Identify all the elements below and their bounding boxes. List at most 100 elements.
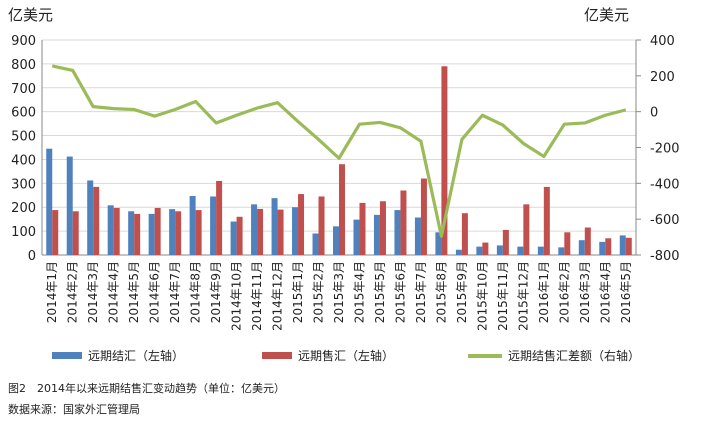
bar-forward-sales: [52, 210, 59, 255]
bar-forward-sales: [216, 180, 223, 255]
data-source: 数据来源：国家外汇管理局: [8, 403, 140, 416]
bar-forward-settlement: [414, 217, 421, 255]
bar-forward-sales: [134, 213, 141, 255]
bar-forward-sales: [154, 207, 161, 255]
bar-forward-sales: [605, 238, 612, 255]
left-tick-label: 100: [11, 225, 36, 240]
bar-forward-sales: [564, 232, 571, 255]
x-tick-label: 2014年5月: [127, 261, 141, 323]
x-tick-label: 2015年8月: [434, 261, 448, 323]
legend-label-forward-sales: 远期售汇（左轴）: [298, 349, 395, 363]
x-tick-label: 2014年11月: [250, 261, 264, 331]
bar-forward-sales: [277, 209, 284, 255]
left-tick-label: 200: [11, 201, 36, 216]
bar-forward-settlement: [558, 247, 565, 255]
bar-forward-sales: [420, 178, 427, 255]
bar-forward-settlement: [537, 246, 544, 255]
bar-forward-sales: [298, 194, 305, 255]
x-tick-label: 2014年12月: [271, 261, 285, 331]
bar-forward-settlement: [496, 245, 503, 255]
bar-forward-settlement: [251, 204, 258, 255]
bar-forward-settlement: [333, 226, 339, 255]
bar-forward-sales: [93, 186, 100, 255]
bar-forward-settlement: [46, 148, 53, 255]
bar-forward-settlement: [517, 246, 524, 255]
bar-forward-settlement: [189, 195, 196, 255]
x-tick-label: 2014年2月: [66, 261, 80, 323]
bar-forward-sales: [523, 204, 530, 255]
bar-forward-settlement: [435, 232, 442, 255]
x-tick-label: 2014年8月: [189, 261, 203, 323]
legend-swatch-red: [262, 352, 292, 359]
bar-forward-sales: [441, 66, 448, 256]
bar-forward-settlement: [599, 241, 606, 255]
right-tick-label: 400: [650, 34, 675, 49]
x-tick-label: 2016年4月: [598, 261, 612, 323]
bar-forward-sales: [359, 202, 366, 255]
left-axis-unit: 亿美元: [8, 6, 54, 24]
x-tick-label: 2014年6月: [148, 261, 162, 323]
bar-forward-sales: [482, 242, 489, 255]
bar-forward-sales: [175, 211, 182, 255]
bar-forward-settlement: [271, 198, 278, 255]
x-tick-label: 2014年7月: [168, 261, 182, 323]
chart-canvas: 0 100 200 300 400 500 600 700 800 900 -800 -600 -400…: [11, 34, 680, 331]
left-tick-label: 600: [11, 106, 36, 121]
left-tick-label: 800: [11, 58, 36, 73]
left-tick-label: 0: [28, 249, 36, 264]
x-tick-label: 2016年5月: [619, 261, 633, 323]
bar-forward-sales: [72, 211, 79, 255]
x-tick-label: 2016年2月: [557, 261, 571, 323]
left-tick-label: 300: [11, 177, 36, 192]
bar-forward-sales: [379, 201, 386, 255]
bar-forward-settlement: [87, 180, 94, 255]
bar-forward-settlement: [476, 246, 483, 255]
x-tick-label: 2015年9月: [455, 261, 469, 323]
bar-forward-settlement: [210, 196, 217, 255]
x-tick-label: 2014年3月: [86, 261, 100, 323]
bar-forward-settlement: [292, 207, 299, 255]
bar-forward-settlement: [353, 219, 360, 255]
x-tick-label: 2015年2月: [312, 261, 326, 323]
x-tick-label: 2015年5月: [373, 261, 387, 323]
legend-swatch-blue: [52, 352, 82, 359]
x-tick-label: 2015年6月: [393, 261, 407, 323]
x-tick-label: 2014年4月: [107, 261, 121, 323]
bar-forward-sales: [113, 207, 120, 255]
bar-forward-settlement: [455, 249, 462, 255]
bar-forward-sales: [236, 216, 243, 255]
bar-forward-settlement: [394, 210, 401, 255]
x-tick-label: 2014年10月: [230, 261, 244, 331]
x-tick-label: 2014年9月: [209, 261, 223, 323]
x-tick-label: 2015年10月: [475, 261, 489, 331]
bar-forward-sales: [461, 213, 468, 255]
bar-forward-sales: [400, 190, 407, 255]
bar-forward-settlement: [66, 156, 73, 255]
x-tick-label: 2015年7月: [414, 261, 428, 323]
x-tick-label: 2015年1月: [291, 261, 305, 323]
x-tick-label: 2016年3月: [578, 261, 592, 323]
bar-forward-settlement: [578, 240, 585, 255]
right-tick-label: -800: [650, 249, 680, 264]
bar-forward-sales: [195, 210, 202, 255]
x-tick-label: 2014年1月: [45, 261, 59, 323]
x-tick-label: 2015年4月: [352, 261, 366, 323]
right-tick-label: -600: [650, 213, 680, 228]
bar-forward-sales: [318, 196, 325, 255]
legend-item-forward-settlement: 远期结汇（左轴）: [52, 347, 184, 364]
bar-forward-sales: [543, 186, 550, 255]
left-tick-label: 500: [11, 130, 36, 145]
line-net-balance: [51, 64, 627, 238]
bar-forward-settlement: [312, 233, 319, 255]
bar-forward-settlement: [128, 211, 135, 255]
bar-forward-settlement: [619, 235, 626, 255]
left-tick-label: 400: [11, 153, 36, 168]
right-tick-label: 200: [650, 70, 675, 85]
legend-item-forward-sales: 远期售汇（左轴）: [262, 347, 394, 364]
right-tick-label: 0: [650, 106, 658, 121]
bar-forward-settlement: [373, 214, 380, 255]
bar-forward-sales: [257, 208, 264, 255]
left-tick-label: 700: [11, 82, 36, 97]
legend-label-net-balance: 远期结售汇差额（右轴）: [508, 349, 641, 363]
x-tick-label: 2016年1月: [537, 261, 551, 323]
